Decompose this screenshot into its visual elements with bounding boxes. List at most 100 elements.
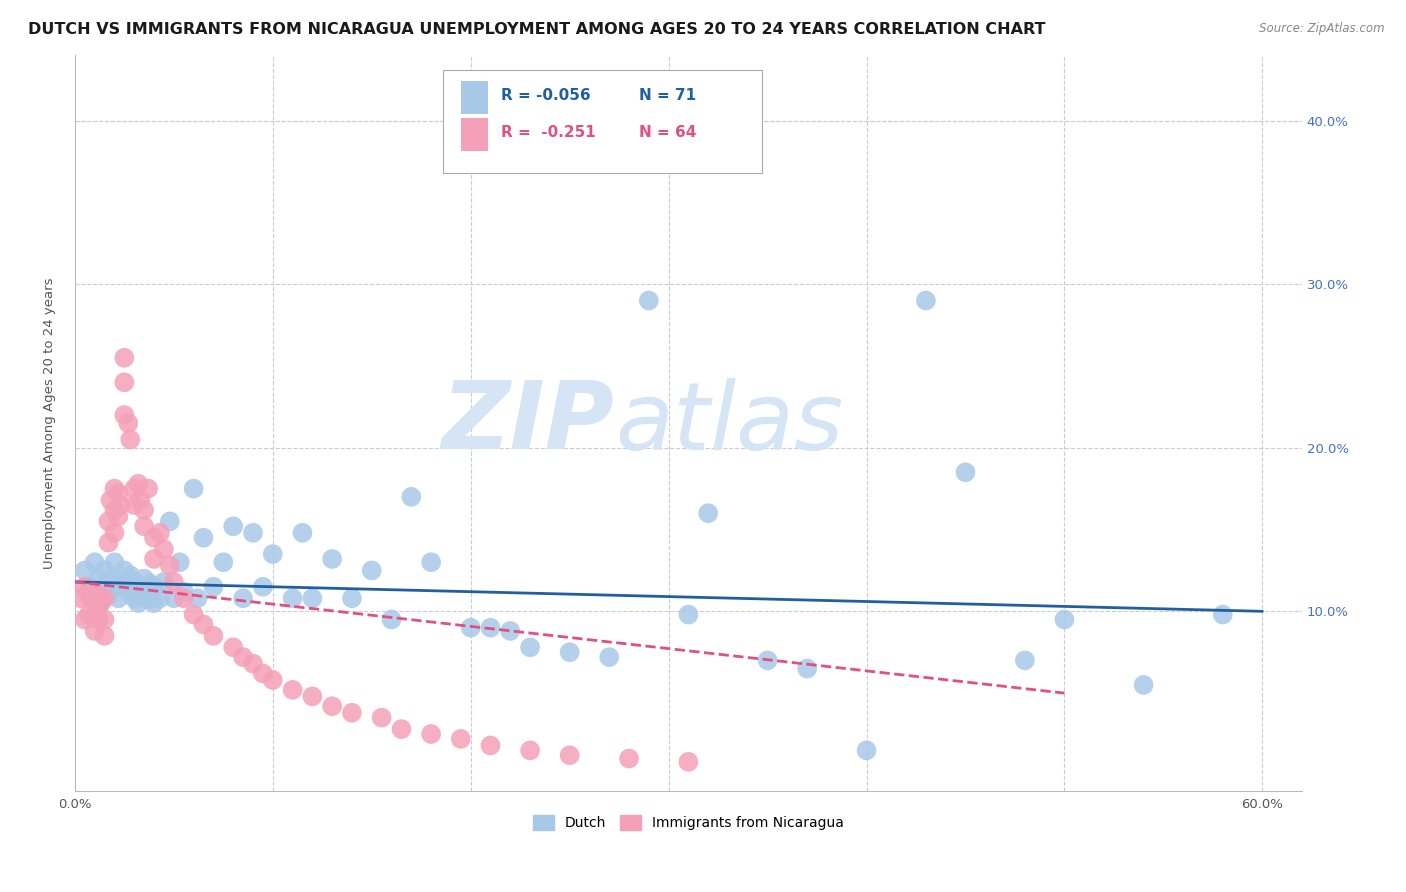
Point (169, 555, 191, 569)
Point (117, 416, 139, 430)
Point (420, 555, 443, 569)
FancyBboxPatch shape (443, 70, 762, 173)
Point (291, 525, 314, 540)
Point (193, 617, 215, 632)
Point (73, 580, 96, 594)
Point (83, 607, 105, 622)
Point (83, 584, 105, 599)
Point (122, 482, 145, 496)
Point (340, 706, 363, 720)
Point (136, 593, 159, 607)
Point (242, 525, 264, 540)
Point (117, 584, 139, 599)
Point (80, 580, 103, 594)
Point (301, 690, 323, 704)
Point (134, 503, 156, 517)
Point (380, 613, 402, 627)
Point (558, 645, 581, 659)
Point (499, 624, 522, 638)
Point (159, 558, 181, 573)
Point (252, 666, 274, 681)
Point (93, 613, 115, 627)
Point (134, 588, 156, 602)
Point (232, 591, 254, 606)
Point (97, 514, 120, 528)
Point (955, 465, 977, 479)
Legend: Dutch, Immigrants from Nicaragua: Dutch, Immigrants from Nicaragua (527, 810, 849, 836)
Point (107, 486, 129, 500)
Point (678, 755, 700, 769)
Point (1212, 607, 1234, 622)
Point (637, 293, 659, 308)
Point (112, 408, 135, 422)
Point (103, 525, 125, 540)
Point (391, 722, 413, 736)
Point (107, 509, 129, 524)
Point (134, 519, 156, 533)
Point (420, 727, 443, 741)
Point (127, 596, 149, 610)
Text: N = 64: N = 64 (640, 125, 697, 140)
Point (678, 607, 700, 622)
Point (212, 555, 235, 569)
Point (134, 572, 156, 586)
Point (183, 482, 205, 496)
Point (83, 555, 105, 569)
Text: N = 71: N = 71 (640, 88, 696, 103)
Point (450, 731, 472, 746)
Point (143, 531, 166, 545)
Point (93, 629, 115, 643)
Point (321, 552, 343, 566)
Point (139, 576, 162, 591)
Point (187, 591, 209, 606)
Point (103, 580, 125, 594)
Point (103, 555, 125, 569)
Point (479, 739, 502, 753)
Point (129, 493, 152, 508)
Point (159, 514, 181, 528)
Point (122, 498, 145, 512)
Point (143, 552, 166, 566)
Point (143, 580, 166, 594)
Point (281, 591, 304, 606)
Point (153, 574, 176, 589)
Point (103, 482, 125, 496)
Point (183, 607, 205, 622)
Point (401, 490, 423, 504)
Point (617, 751, 640, 765)
Point (110, 574, 132, 589)
Point (301, 591, 323, 606)
Point (519, 743, 541, 757)
Point (87, 613, 110, 627)
Point (460, 621, 482, 635)
Point (697, 506, 720, 520)
Point (321, 699, 343, 714)
Point (93, 591, 115, 606)
Point (479, 621, 502, 635)
Point (100, 572, 122, 586)
Point (558, 748, 581, 763)
Point (163, 574, 186, 589)
Point (112, 580, 135, 594)
Point (796, 662, 818, 676)
Point (756, 653, 779, 667)
Text: R =  -0.251: R = -0.251 (501, 125, 595, 140)
Point (90, 596, 112, 610)
Y-axis label: Unemployment Among Ages 20 to 24 years: Unemployment Among Ages 20 to 24 years (44, 277, 56, 569)
FancyBboxPatch shape (461, 81, 488, 114)
Point (103, 503, 125, 517)
Point (77, 607, 100, 622)
Point (915, 293, 938, 308)
Point (83, 624, 105, 638)
Point (855, 743, 877, 757)
Point (100, 493, 122, 508)
Point (281, 682, 304, 697)
Point (1132, 678, 1154, 692)
Point (120, 568, 142, 582)
Point (112, 563, 135, 577)
Point (122, 591, 145, 606)
Point (73, 563, 96, 577)
Text: DUTCH VS IMMIGRANTS FROM NICARAGUA UNEMPLOYMENT AMONG AGES 20 TO 24 YEARS CORREL: DUTCH VS IMMIGRANTS FROM NICARAGUA UNEMP… (28, 22, 1046, 37)
Point (232, 650, 254, 665)
Point (222, 519, 245, 533)
